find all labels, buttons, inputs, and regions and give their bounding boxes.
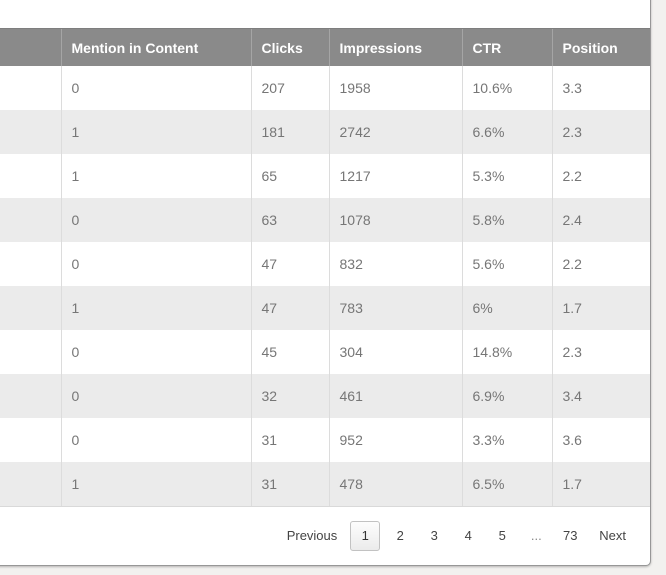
position-cell: 2.3 [551, 330, 650, 374]
clicks-cell: 47 [250, 242, 329, 286]
column-header-ctr[interactable]: CTR [461, 28, 552, 66]
table-row: 0 63 1078 5.8% 2.4 [0, 198, 650, 242]
mention-cell: 0 [60, 66, 251, 110]
table-row: 0 31 952 3.3% 3.6 [0, 418, 650, 462]
clicks-cell: 181 [250, 110, 329, 154]
keyword-cell-cutoff [0, 198, 61, 242]
keyword-cell-cutoff [0, 242, 61, 286]
pagination-page-4[interactable]: 4 [464, 528, 472, 543]
clicks-cell: 207 [250, 66, 329, 110]
pagination-page-73[interactable]: 73 [563, 528, 578, 543]
position-cell: 3.4 [551, 374, 650, 418]
table-row: 1 47 783 6% 1.7 [0, 286, 650, 330]
impressions-cell: 478 [328, 462, 462, 507]
pagination-next-button[interactable]: Next [599, 528, 626, 543]
table-row: 1 181 2742 6.6% 2.3 [0, 110, 650, 154]
ctr-cell: 10.6% [461, 66, 552, 110]
position-cell: 2.2 [551, 242, 650, 286]
table-row: 1 31 478 6.5% 1.7 [0, 462, 650, 507]
position-cell: 3.6 [551, 418, 650, 462]
clicks-cell: 31 [250, 418, 329, 462]
mention-cell: 0 [60, 374, 251, 418]
keyword-cell-cutoff [0, 154, 61, 198]
ctr-cell: 5.8% [461, 198, 552, 242]
ctr-cell: 6% [461, 286, 552, 330]
mention-cell: 0 [60, 418, 251, 462]
position-cell: 2.4 [551, 198, 650, 242]
ctr-cell: 6.5% [461, 462, 552, 507]
column-header-position[interactable]: Position [551, 28, 650, 66]
clicks-cell: 63 [250, 198, 329, 242]
impressions-cell: 2742 [328, 110, 462, 154]
position-cell: 1.7 [551, 286, 650, 330]
keyword-cell-cutoff [0, 110, 61, 154]
keyword-cell-cutoff [0, 462, 61, 507]
clicks-cell: 31 [250, 462, 329, 507]
pagination-previous-button[interactable]: Previous [286, 528, 338, 543]
mention-cell: 1 [60, 110, 251, 154]
impressions-cell: 832 [328, 242, 462, 286]
impressions-cell: 783 [328, 286, 462, 330]
pagination-page-2[interactable]: 2 [396, 528, 404, 543]
table-header: Mention in Content Clicks Impressions CT… [0, 28, 650, 66]
keyword-cell-cutoff [0, 286, 61, 330]
ctr-cell: 6.6% [461, 110, 552, 154]
pagination-page-3[interactable]: 3 [430, 528, 438, 543]
impressions-cell: 1078 [328, 198, 462, 242]
clicks-cell: 47 [250, 286, 329, 330]
impressions-cell: 1217 [328, 154, 462, 198]
pagination-page-1-current[interactable]: 1 [350, 520, 381, 551]
table-row: 0 32 461 6.9% 3.4 [0, 374, 650, 418]
clicks-cell: 32 [250, 374, 329, 418]
impressions-cell: 304 [328, 330, 462, 374]
position-cell: 1.7 [551, 462, 650, 507]
column-header-impressions[interactable]: Impressions [328, 28, 462, 66]
table-row: 0 207 1958 10.6% 3.3 [0, 66, 650, 110]
pagination-ellipsis: ... [530, 528, 542, 543]
keyword-cell-cutoff [0, 418, 61, 462]
keyword-cell-cutoff [0, 330, 61, 374]
ctr-cell: 5.6% [461, 242, 552, 286]
impressions-cell: 952 [328, 418, 462, 462]
mention-cell: 1 [60, 286, 251, 330]
header-row: Mention in Content Clicks Impressions CT… [0, 28, 650, 66]
position-cell: 2.3 [551, 110, 650, 154]
table-row: 0 47 832 5.6% 2.2 [0, 242, 650, 286]
position-cell: 3.3 [551, 66, 650, 110]
table-body: 0 207 1958 10.6% 3.3 1 181 2742 6.6% 2.3… [0, 66, 650, 507]
clicks-cell: 65 [250, 154, 329, 198]
keyword-cell-cutoff [0, 374, 61, 418]
table-row: 1 65 1217 5.3% 2.2 [0, 154, 650, 198]
column-header-clicks[interactable]: Clicks [250, 28, 329, 66]
ctr-cell: 5.3% [461, 154, 552, 198]
clicks-cell: 45 [250, 330, 329, 374]
mention-cell: 1 [60, 154, 251, 198]
impressions-cell: 461 [328, 374, 462, 418]
pagination-page-5[interactable]: 5 [498, 528, 506, 543]
keyword-cell-cutoff [0, 66, 61, 110]
column-header-mention-in-content[interactable]: Mention in Content [60, 28, 251, 66]
table-panel: Mention in Content Clicks Impressions CT… [0, 0, 651, 566]
ctr-cell: 6.9% [461, 374, 552, 418]
mention-cell: 0 [60, 198, 251, 242]
pagination: Previous 1 2 3 4 5 ... 73 Next [0, 505, 652, 566]
ctr-cell: 3.3% [461, 418, 552, 462]
ctr-cell: 14.8% [461, 330, 552, 374]
position-cell: 2.2 [551, 154, 650, 198]
impressions-cell: 1958 [328, 66, 462, 110]
mention-cell: 0 [60, 330, 251, 374]
metrics-table: Mention in Content Clicks Impressions CT… [0, 28, 650, 507]
mention-cell: 1 [60, 462, 251, 507]
mention-cell: 0 [60, 242, 251, 286]
table-row: 0 45 304 14.8% 2.3 [0, 330, 650, 374]
column-header-cutoff [0, 28, 61, 66]
